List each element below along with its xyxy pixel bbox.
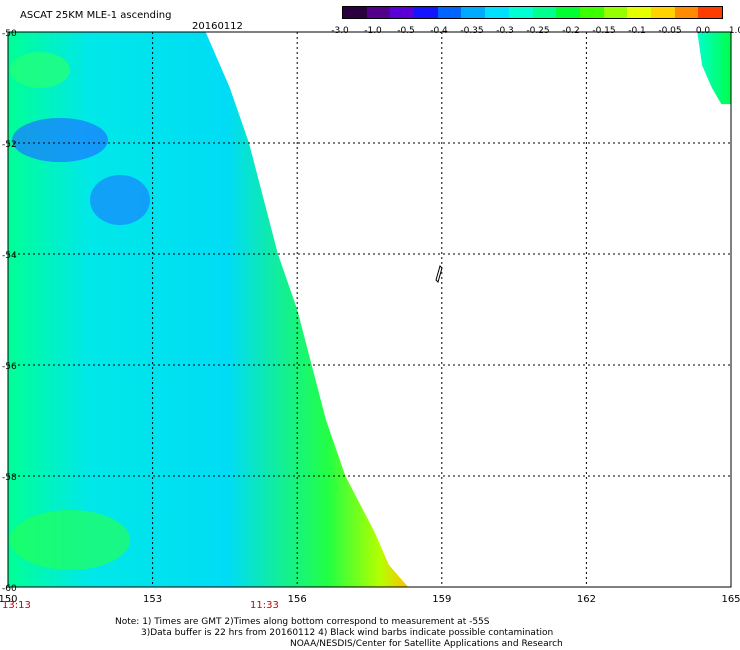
note-line-2: 3)Data buffer is 22 hrs from 20160112 4)… xyxy=(141,628,554,638)
colorbar-segment xyxy=(556,7,580,18)
colorbar-segment xyxy=(437,7,462,18)
time-label-start: 13:13 xyxy=(2,600,31,611)
low-value-patch xyxy=(90,175,150,225)
colorbar-label: -0.1 xyxy=(628,26,646,36)
longitude-label: 162 xyxy=(577,594,596,605)
colorbar-label: -0.2 xyxy=(562,26,580,36)
colorbar-segment xyxy=(650,7,675,18)
colorbar-label: -0.25 xyxy=(526,26,550,36)
high-value-patch xyxy=(10,52,70,88)
colorbar-segment xyxy=(366,7,391,18)
colorbar-segment xyxy=(627,7,651,18)
colorbar-label: -0.5 xyxy=(397,26,415,36)
colorbar-labels: -3.0 -1.0 -0.5 -0.4 -0.35 -0.3 -0.25 -0.2 -0.15 -… xyxy=(330,26,740,38)
swath-coverage-corner xyxy=(697,32,731,105)
colorbar-label: 0.0 xyxy=(695,26,711,36)
longitude-label: 150 xyxy=(0,594,18,605)
colorbar-label: -0.15 xyxy=(592,26,616,36)
colorbar-segment xyxy=(461,7,486,18)
colorbar-label: 1.0 xyxy=(728,26,740,36)
note-line-1: Note: 1) Times are GMT 2)Times along bot… xyxy=(115,617,490,627)
colorbar-segment xyxy=(532,7,557,18)
colorbar-segment xyxy=(390,7,415,18)
colorbar-label: -0.4 xyxy=(430,26,448,36)
product-date: 20160112 xyxy=(192,21,243,32)
colorbar-segment xyxy=(485,7,509,18)
colorbar-label: -1.0 xyxy=(364,26,382,36)
longitude-label: 159 xyxy=(432,594,451,605)
colorbar-segment xyxy=(343,7,367,18)
colorbar-segment xyxy=(579,7,604,18)
latitude-label: -58 xyxy=(2,473,17,483)
colorbar-label: -0.3 xyxy=(496,26,514,36)
map-frame xyxy=(7,31,732,588)
colorbar-segment xyxy=(414,7,438,18)
swath-coverage xyxy=(8,32,409,587)
wind-barb xyxy=(435,265,443,283)
colorbar xyxy=(342,6,723,19)
latitude-label: -56 xyxy=(2,362,17,372)
longitude-label: 153 xyxy=(143,594,162,605)
colorbar-segment xyxy=(674,7,699,18)
time-label-mid: 11:33 xyxy=(250,600,279,611)
note-line-3: NOAA/NESDIS/Center for Satellite Applica… xyxy=(290,639,563,649)
colorbar-label: -0.05 xyxy=(658,26,682,36)
product-title: ASCAT 25KM MLE-1 ascending xyxy=(20,10,172,21)
colorbar-segment xyxy=(698,7,722,18)
latitude-label: -54 xyxy=(2,251,17,261)
low-value-patch xyxy=(12,118,108,162)
colorbar-segment xyxy=(603,7,628,18)
colorbar-segment xyxy=(508,7,533,18)
longitude-label: 156 xyxy=(288,594,307,605)
latitude-label: -50 xyxy=(2,29,17,39)
colorbar-label: -3.0 xyxy=(331,26,349,36)
latitude-label: -52 xyxy=(2,140,17,150)
longitude-label: 165 xyxy=(721,594,740,605)
colorbar-label: -0.35 xyxy=(460,26,484,36)
high-value-patch xyxy=(10,510,130,570)
latitude-label: -60 xyxy=(2,584,17,594)
